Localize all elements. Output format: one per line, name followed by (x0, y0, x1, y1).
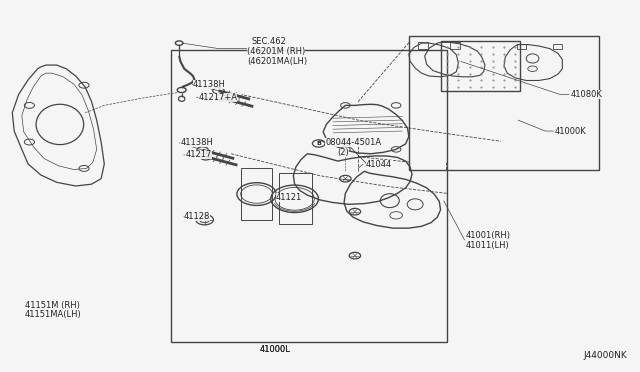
Text: (2): (2) (337, 148, 349, 157)
Text: 41217: 41217 (186, 150, 212, 159)
Text: 41000L: 41000L (260, 344, 291, 353)
Bar (554, 44, 563, 49)
Bar (241, 169, 272, 220)
Bar (440, 41, 520, 91)
Bar (409, 36, 599, 170)
Text: J44000NK: J44000NK (584, 351, 628, 360)
Text: 41000L: 41000L (260, 344, 291, 353)
Text: 41011(LH): 41011(LH) (466, 241, 509, 250)
Text: 41121: 41121 (276, 193, 302, 202)
Text: 41080K: 41080K (571, 90, 602, 99)
Text: 41001(RH): 41001(RH) (466, 231, 511, 240)
Text: (46201M (RH): (46201M (RH) (247, 46, 305, 56)
Bar (516, 44, 526, 49)
Text: 41217+A: 41217+A (198, 93, 237, 102)
Text: B: B (316, 141, 321, 146)
Bar (419, 42, 428, 49)
Bar (450, 42, 460, 49)
Text: 41138H: 41138H (180, 138, 213, 147)
Text: 41000K: 41000K (555, 126, 586, 135)
Text: 08044-4501A: 08044-4501A (325, 138, 381, 147)
Text: 41138H: 41138H (193, 80, 226, 89)
Text: 41128: 41128 (184, 212, 210, 221)
Bar (279, 173, 312, 224)
Text: 41151M (RH): 41151M (RH) (25, 301, 80, 310)
Text: 41044: 41044 (365, 160, 392, 169)
Bar (171, 51, 447, 342)
Text: 41151MA(LH): 41151MA(LH) (25, 311, 82, 320)
Text: SEC.462: SEC.462 (252, 37, 286, 46)
Text: (46201MA(LH): (46201MA(LH) (247, 57, 307, 65)
